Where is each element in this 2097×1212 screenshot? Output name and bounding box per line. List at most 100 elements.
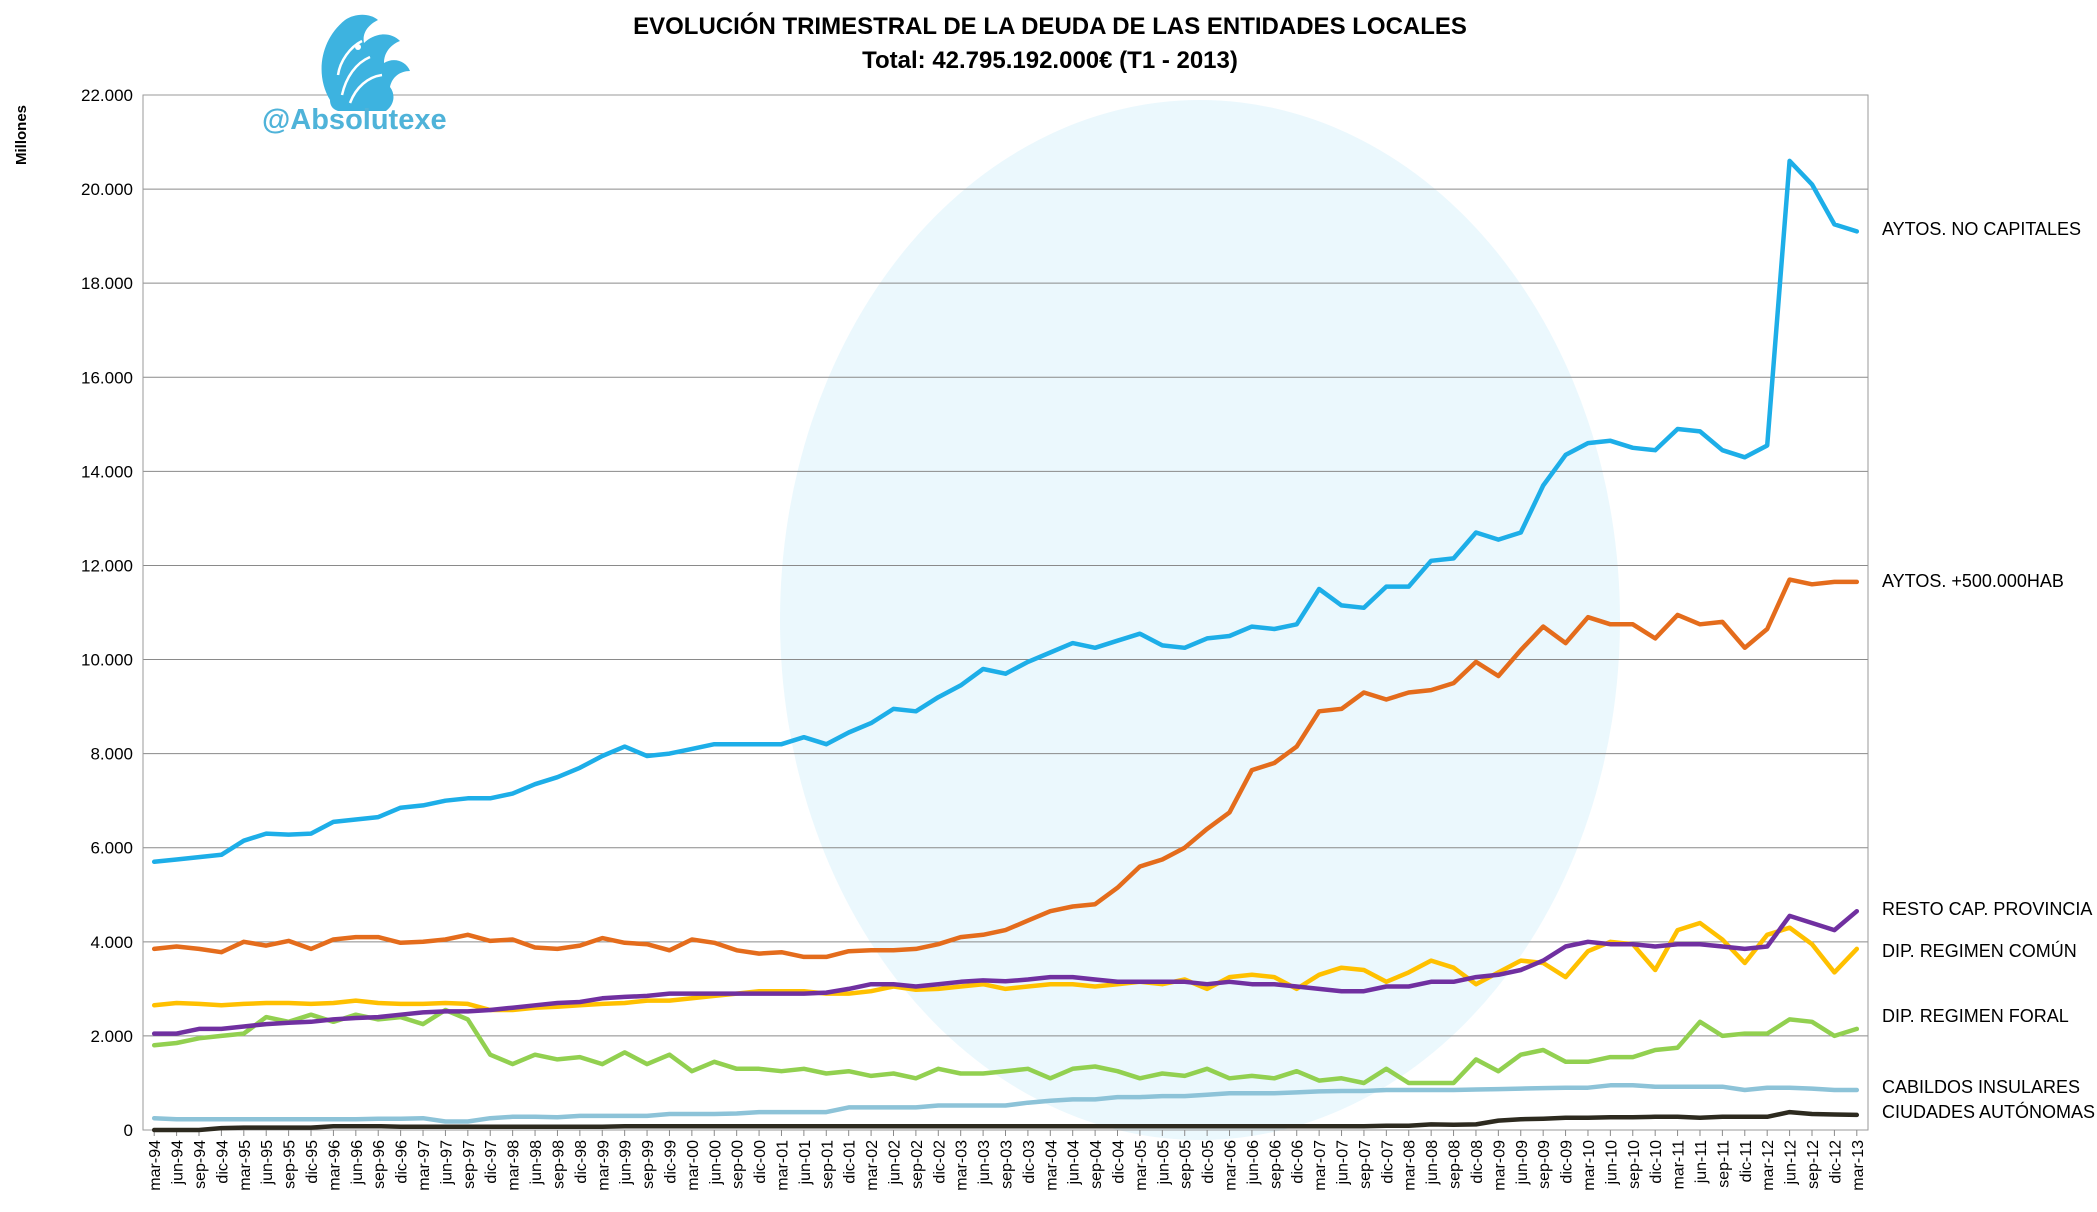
chart-subtitle: Total: 42.795.192.000€ (T1 - 2013) bbox=[862, 47, 1238, 74]
x-tick-label: mar-01 bbox=[774, 1140, 791, 1191]
x-tick-label: dic-94 bbox=[214, 1140, 231, 1184]
series-lines bbox=[151, 158, 1860, 1133]
x-tick-label: dic-00 bbox=[752, 1140, 769, 1184]
x-tick-label: jun-00 bbox=[707, 1140, 724, 1186]
x-tick-label: dic-04 bbox=[1111, 1140, 1128, 1184]
series-line bbox=[151, 908, 1860, 1036]
series-labels: AYTOS. NO CAPITALES AYTOS. +500.000HAB RES… bbox=[1882, 219, 2095, 1122]
x-tick-label: sep-98 bbox=[550, 1140, 567, 1189]
x-tick-label: jun-96 bbox=[349, 1140, 366, 1186]
series-line bbox=[151, 1109, 1860, 1133]
y-tick-label: 10.000 bbox=[81, 651, 133, 670]
x-tick-label: jun-99 bbox=[618, 1140, 635, 1186]
series-line bbox=[151, 158, 1860, 865]
x-tick-label: sep-04 bbox=[1088, 1140, 1105, 1189]
y-tick-label: 4.000 bbox=[90, 933, 133, 952]
x-tick-label: dic-09 bbox=[1559, 1140, 1576, 1184]
x-tick-label: mar-02 bbox=[864, 1140, 881, 1191]
x-tick-label: dic-11 bbox=[1738, 1140, 1755, 1182]
x-tick-label: sep-09 bbox=[1536, 1140, 1553, 1189]
x-tick-label: sep-99 bbox=[640, 1140, 657, 1189]
x-tick-label: dic-99 bbox=[662, 1140, 679, 1184]
eagle-watermark-icon bbox=[780, 100, 1620, 1140]
x-tick-label: sep-02 bbox=[909, 1140, 926, 1189]
series-label: CABILDOS INSULARES bbox=[1882, 1077, 2080, 1097]
x-tick-label: dic-96 bbox=[394, 1140, 411, 1184]
x-tick-label: sep-95 bbox=[282, 1140, 299, 1189]
x-tick-label: dic-08 bbox=[1469, 1140, 1486, 1184]
series-line bbox=[151, 1007, 1860, 1086]
x-tick-label: mar-11 bbox=[1671, 1140, 1688, 1190]
y-tick-label: 14.000 bbox=[81, 462, 133, 481]
series-label: RESTO CAP. PROVINCIA bbox=[1882, 899, 2092, 919]
watermark-handle: @Absolutexe bbox=[262, 104, 447, 136]
x-tick-label: mar-10 bbox=[1581, 1140, 1598, 1191]
x-tick-label: dic-97 bbox=[483, 1140, 500, 1184]
y-tick-label: 8.000 bbox=[90, 745, 133, 764]
y-axis-label: Millones bbox=[13, 104, 30, 165]
x-tick-label: sep-11 bbox=[1715, 1140, 1732, 1188]
series-line bbox=[151, 920, 1860, 1013]
x-tick-label: mar-99 bbox=[595, 1140, 612, 1191]
x-tick-label: mar-04 bbox=[1043, 1140, 1060, 1191]
x-tick-label: dic-95 bbox=[304, 1140, 321, 1184]
x-tick-label: mar-06 bbox=[1223, 1140, 1240, 1191]
y-tick-label: 12.000 bbox=[81, 556, 133, 575]
x-tick-label: jun-12 bbox=[1783, 1140, 1800, 1186]
x-tick-label: mar-96 bbox=[326, 1140, 343, 1191]
y-tick-label: 18.000 bbox=[81, 274, 133, 293]
x-tick-label: sep-94 bbox=[192, 1140, 209, 1189]
y-tick-label: 0 bbox=[124, 1121, 133, 1140]
x-tick-label: sep-12 bbox=[1805, 1140, 1822, 1189]
griffin-logo-icon bbox=[321, 14, 410, 111]
series-line bbox=[151, 577, 1860, 960]
x-tick-label: dic-03 bbox=[1021, 1140, 1038, 1184]
x-tick-label: dic-06 bbox=[1290, 1140, 1307, 1184]
x-tick-label: mar-07 bbox=[1312, 1140, 1329, 1191]
x-tick-label: mar-08 bbox=[1402, 1140, 1419, 1191]
x-tick-label: dic-98 bbox=[573, 1140, 590, 1184]
chart-title-block: EVOLUCIÓN TRIMESTRAL DE LA DEUDA DE LAS … bbox=[600, 10, 1500, 78]
y-tick-label: 2.000 bbox=[90, 1027, 133, 1046]
x-tick-label: jun-11 bbox=[1693, 1140, 1710, 1184]
y-tick-label: 20.000 bbox=[81, 180, 133, 199]
x-tick-label: jun-09 bbox=[1514, 1140, 1531, 1186]
x-tick-label: sep-96 bbox=[371, 1140, 388, 1189]
series-label: AYTOS. NO CAPITALES bbox=[1882, 219, 2081, 239]
x-tick-label: jun-95 bbox=[259, 1140, 276, 1186]
x-tick-label: mar-97 bbox=[416, 1140, 433, 1191]
x-tick-label: sep-10 bbox=[1626, 1140, 1643, 1189]
series-label: DIP. REGIMEN FORAL bbox=[1882, 1006, 2069, 1026]
x-tick-label: dic-01 bbox=[842, 1140, 859, 1184]
x-tick-label: sep-00 bbox=[730, 1140, 747, 1189]
x-tick-label: sep-08 bbox=[1447, 1140, 1464, 1189]
x-tick-label: jun-06 bbox=[1245, 1140, 1262, 1186]
x-tick-label: sep-01 bbox=[819, 1140, 836, 1189]
x-tick-label: sep-05 bbox=[1178, 1140, 1195, 1189]
series-label: DIP. REGIMEN COMÚN bbox=[1882, 940, 2077, 961]
x-tick-label: jun-97 bbox=[438, 1140, 455, 1186]
x-tick-label: sep-97 bbox=[461, 1140, 478, 1189]
series-line bbox=[151, 1083, 1860, 1124]
x-axis: mar-94 jun-94 sep-94 dic-94 mar-95 jun-95 sep-… bbox=[147, 1130, 1867, 1191]
x-tick-label: jun-05 bbox=[1155, 1140, 1172, 1186]
x-tick-label: jun-03 bbox=[976, 1140, 993, 1186]
x-tick-label: mar-13 bbox=[1850, 1140, 1867, 1191]
x-tick-label: jun-10 bbox=[1603, 1140, 1620, 1186]
x-tick-label: sep-03 bbox=[999, 1140, 1016, 1189]
x-tick-label: dic-05 bbox=[1200, 1140, 1217, 1184]
x-tick-label: dic-10 bbox=[1648, 1140, 1665, 1184]
x-tick-label: sep-06 bbox=[1267, 1140, 1284, 1189]
x-tick-label: jun-02 bbox=[886, 1140, 903, 1186]
x-tick-label: mar-03 bbox=[954, 1140, 971, 1191]
x-tick-label: dic-02 bbox=[931, 1140, 948, 1184]
x-tick-label: dic-07 bbox=[1379, 1140, 1396, 1184]
x-tick-label: jun-98 bbox=[528, 1140, 545, 1186]
y-tick-label: 22.000 bbox=[81, 86, 133, 105]
x-tick-label: mar-95 bbox=[237, 1140, 254, 1191]
x-tick-label: jun-07 bbox=[1335, 1140, 1352, 1186]
x-tick-label: jun-04 bbox=[1066, 1140, 1083, 1186]
x-tick-label: sep-07 bbox=[1357, 1140, 1374, 1189]
chart-title: EVOLUCIÓN TRIMESTRAL DE LA DEUDA DE LAS … bbox=[633, 13, 1467, 40]
